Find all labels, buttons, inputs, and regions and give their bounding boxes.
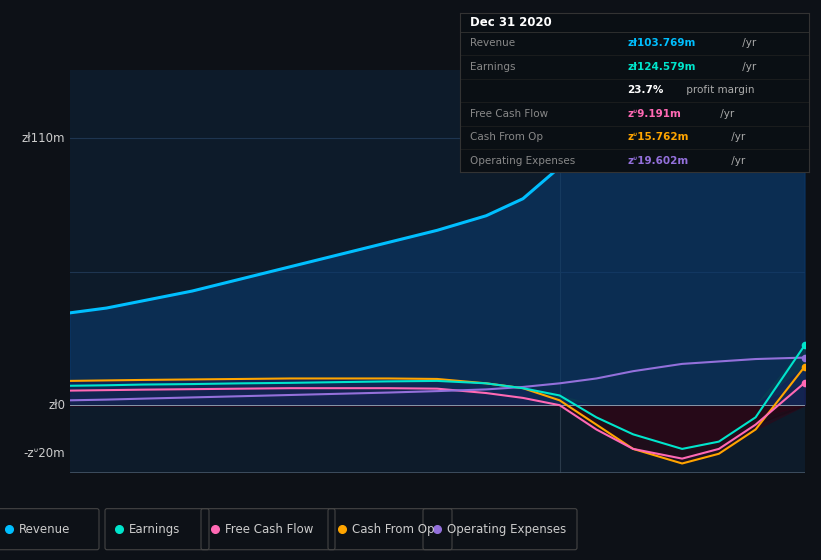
Text: zᐡ9.191m: zᐡ9.191m (627, 109, 681, 119)
Text: Revenue: Revenue (470, 39, 516, 48)
Text: Cash From Op: Cash From Op (352, 522, 434, 536)
Text: zł124.579m: zł124.579m (627, 62, 695, 72)
Text: Earnings: Earnings (129, 522, 181, 536)
Text: zł0: zł0 (48, 399, 66, 412)
Text: 2019: 2019 (300, 500, 330, 512)
Text: zᐡ19.602m: zᐡ19.602m (627, 156, 689, 166)
Text: Free Cash Flow: Free Cash Flow (470, 109, 548, 119)
Text: profit margin: profit margin (683, 85, 754, 95)
Text: 2020: 2020 (545, 500, 575, 512)
Text: zᐡ15.762m: zᐡ15.762m (627, 132, 689, 142)
Text: Cash From Op: Cash From Op (470, 132, 544, 142)
Text: zł110m: zł110m (22, 132, 66, 144)
Text: Operating Expenses: Operating Expenses (447, 522, 566, 536)
Text: Operating Expenses: Operating Expenses (470, 156, 576, 166)
Text: /yr: /yr (739, 39, 756, 48)
Text: /yr: /yr (739, 62, 756, 72)
Text: Free Cash Flow: Free Cash Flow (225, 522, 314, 536)
Text: /yr: /yr (717, 109, 734, 119)
Text: /yr: /yr (727, 156, 745, 166)
Text: Revenue: Revenue (19, 522, 71, 536)
Text: /yr: /yr (727, 132, 745, 142)
Text: Dec 31 2020: Dec 31 2020 (470, 16, 552, 29)
Text: 2018: 2018 (55, 500, 85, 512)
Text: zł103.769m: zł103.769m (627, 39, 695, 48)
Text: -zᐡ20m: -zᐡ20m (24, 447, 66, 460)
Text: 23.7%: 23.7% (627, 85, 663, 95)
Text: Earnings: Earnings (470, 62, 516, 72)
